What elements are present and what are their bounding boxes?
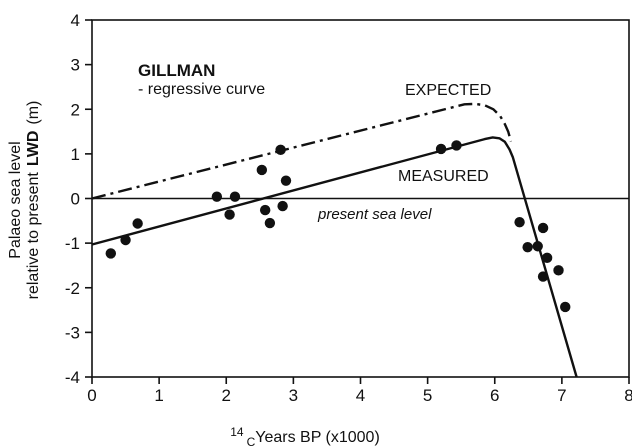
present-sea-level-label: present sea level: [317, 206, 432, 223]
x-tick-label: 8: [624, 386, 632, 405]
y-axis-ticks: -4 -3 -2 -1 0 1 2 3 4: [65, 11, 92, 387]
x-axis-ticks: 0 1 2 3 4 5 6 7 8: [87, 377, 632, 405]
data-point: [560, 301, 571, 313]
x-axis-label-text: Years BP (x1000): [255, 429, 380, 446]
data-point: [120, 234, 131, 246]
x-tick-label: 1: [154, 386, 163, 405]
measured-curve: [91, 136, 578, 378]
x-tick-label: 6: [490, 386, 499, 405]
y-tick-label: 4: [71, 11, 80, 30]
data-point: [275, 144, 286, 156]
x-tick-label: 2: [222, 386, 231, 405]
y-axis-label-unit: (m): [25, 101, 42, 125]
expected-curve: [91, 102, 513, 200]
y-tick-label: -4: [65, 368, 80, 387]
y-axis-label-line1: Palaeo sea level: [7, 141, 24, 258]
y-axis-label-prefix: relative to present: [25, 172, 42, 300]
data-point: [537, 222, 549, 234]
x-tick-label: 3: [289, 386, 298, 405]
data-point: [256, 164, 268, 176]
data-point: [224, 209, 235, 220]
data-point: [259, 204, 271, 216]
y-tick-label: -1: [65, 234, 80, 253]
data-point: [280, 175, 292, 186]
measured-label: MEASURED: [398, 168, 489, 185]
data-point: [532, 241, 543, 252]
series-layer: [91, 102, 578, 378]
y-tick-label: 0: [71, 190, 80, 209]
x-axis-label-superscript: 14: [230, 425, 244, 439]
data-point: [451, 140, 462, 151]
data-point: [211, 191, 223, 202]
x-tick-label: 0: [87, 386, 96, 405]
data-point: [514, 216, 525, 228]
y-tick-label: 3: [71, 56, 80, 75]
y-tick-label: -3: [65, 323, 80, 342]
x-tick-label: 5: [423, 386, 432, 405]
y-axis-label-bold: LWD: [25, 131, 42, 167]
data-point: [541, 252, 553, 264]
x-axis-label: 14CYears BP (x1000): [230, 425, 380, 448]
x-tick-label: 7: [557, 386, 566, 405]
data-point: [522, 241, 533, 253]
x-axis-label-subscript: C: [247, 435, 256, 448]
data-point: [277, 200, 288, 212]
points-layer: [105, 140, 571, 313]
data-point: [553, 265, 564, 276]
y-tick-label: -2: [65, 279, 80, 298]
chart-title: GILLMAN: [138, 61, 215, 80]
y-tick-label: 1: [71, 145, 80, 164]
y-axis-label-line2: relative to present LWD (m): [25, 101, 42, 300]
data-point: [105, 248, 116, 259]
chart-subtitle: - regressive curve: [138, 81, 265, 98]
data-point: [132, 218, 143, 229]
data-point: [435, 143, 447, 155]
data-point: [537, 271, 549, 282]
expected-label: EXPECTED: [405, 82, 491, 99]
data-point: [264, 217, 276, 229]
y-tick-label: 2: [71, 100, 80, 119]
data-point: [229, 191, 241, 202]
x-tick-label: 4: [356, 386, 365, 405]
